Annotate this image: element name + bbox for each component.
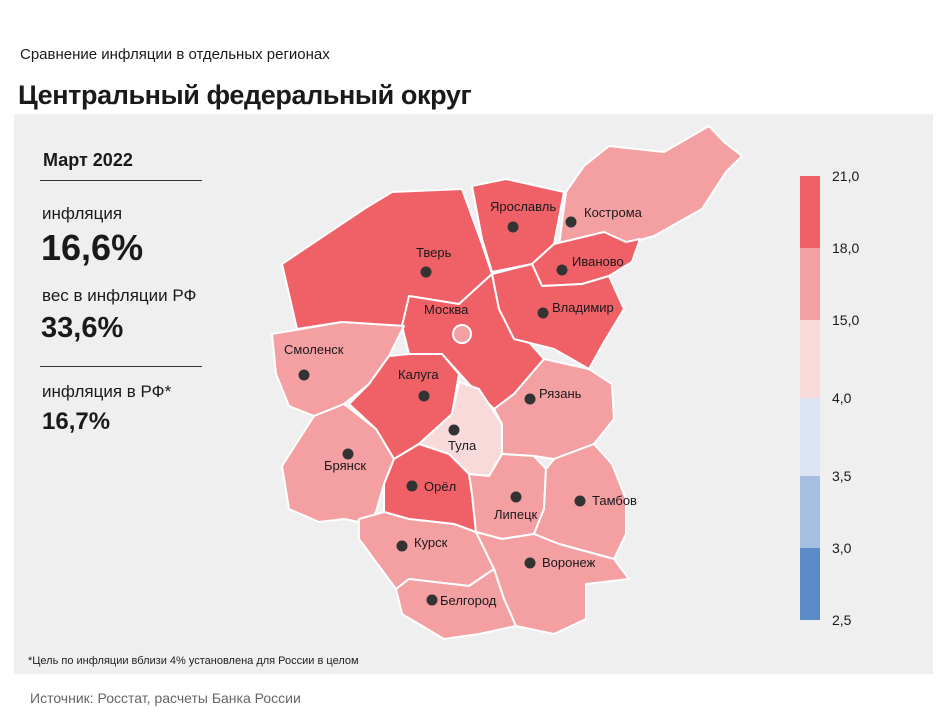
legend-swatch	[800, 476, 820, 548]
city-label: Орёл	[424, 479, 456, 494]
city-dot	[510, 491, 522, 503]
region-map: Тверь Ярославль Кострома Иваново Москва Влади…	[271, 125, 859, 640]
city-label: Владимир	[552, 300, 614, 315]
city-label: Курск	[414, 535, 448, 550]
weight-value: 33,6%	[41, 312, 124, 344]
city-dot	[342, 448, 354, 460]
divider-top	[40, 180, 202, 181]
period-label: Март 2022	[43, 150, 133, 170]
legend-swatch	[800, 548, 820, 620]
region-7	[271, 321, 405, 417]
city-label: Кострома	[584, 205, 643, 220]
city-dot	[448, 424, 460, 436]
rf-inflation-label: инфляция в РФ*	[42, 382, 172, 401]
city-label: Тверь	[416, 245, 452, 260]
footnote: *Цель по инфляции вблизи 4% установлена …	[28, 655, 359, 667]
city-dot	[298, 369, 310, 381]
legend-swatch	[800, 398, 820, 476]
city-label: Тамбов	[592, 493, 637, 508]
chart-subtitle: Сравнение инфляции в отдельных регионах	[20, 46, 330, 63]
city-dot	[565, 216, 577, 228]
city-label: Рязань	[539, 386, 582, 401]
city-label: Воронеж	[542, 555, 596, 570]
city-dot	[537, 307, 549, 319]
city-dot	[396, 540, 408, 552]
inflation-value: 16,6%	[41, 227, 144, 268]
city-label: Ярославль	[490, 199, 556, 214]
legend-tick-label: 3,5	[832, 468, 852, 484]
legend-tick-label: 18,0	[832, 240, 859, 256]
rf-inflation-value: 16,7%	[42, 408, 111, 435]
city-label: Тула	[448, 438, 477, 453]
city-dot	[524, 557, 536, 569]
city-dot	[420, 266, 432, 278]
legend-tick-label: 2,5	[832, 612, 852, 628]
city-label: Калуга	[398, 367, 439, 382]
legend-swatch	[800, 248, 820, 320]
city-dot	[524, 393, 536, 405]
legend-swatch	[800, 176, 820, 248]
city-dot	[406, 480, 418, 492]
inflation-label: инфляция	[42, 204, 123, 223]
map-panel: Март 2022 инфляция 16,6% вес в инфляции …	[14, 114, 933, 674]
city-dot	[574, 495, 586, 507]
city-dot	[556, 264, 568, 276]
city-label: Брянск	[324, 458, 366, 473]
city-label: Москва	[424, 302, 469, 317]
city-label: Иваново	[572, 254, 624, 269]
city-dot	[507, 221, 519, 233]
legend-swatch	[800, 320, 820, 398]
divider-bottom	[40, 366, 202, 367]
legend-tick-label: 4,0	[832, 390, 852, 406]
legend-tick-label: 21,0	[832, 168, 859, 184]
moscow-city-marker	[452, 324, 472, 344]
city-label: Смоленск	[284, 342, 344, 357]
chart-title: Центральный федеральный округ	[18, 80, 472, 110]
city-dot	[418, 390, 430, 402]
region-17	[395, 568, 517, 640]
region-3	[558, 125, 743, 247]
city-dot	[426, 594, 438, 606]
region-6	[491, 263, 625, 370]
source-note: Источник: Росстат, расчеты Банка России	[30, 690, 301, 706]
legend-tick-label: 15,0	[832, 312, 859, 328]
city-label: Липецк	[494, 507, 538, 522]
legend-tick-label: 3,0	[832, 540, 852, 556]
city-label: Белгород	[440, 593, 497, 608]
weight-label: вес в инфляции РФ	[42, 286, 197, 305]
region-11	[281, 403, 395, 525]
